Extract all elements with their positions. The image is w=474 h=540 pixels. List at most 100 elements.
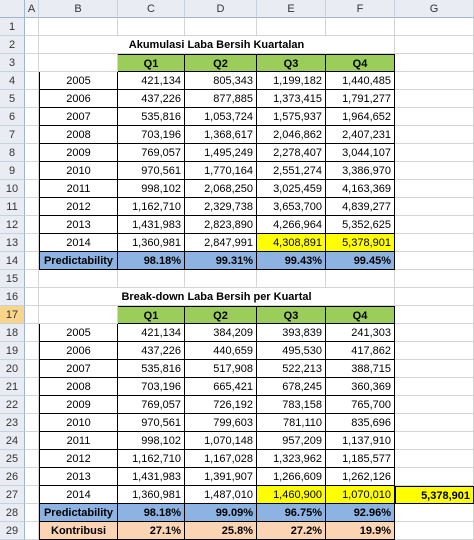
table2-kontribusi-q4[interactable]: 19.9% xyxy=(326,522,395,540)
table2-cell-d20[interactable]: 517,908 xyxy=(185,360,257,378)
cell-g26[interactable] xyxy=(395,468,474,486)
cell-g16[interactable] xyxy=(395,288,474,306)
table1-cell-f9[interactable]: 3,386,970 xyxy=(326,162,395,180)
table2-cell-f21[interactable]: 360,369 xyxy=(326,378,395,396)
row-header-24[interactable]: 24 xyxy=(0,432,25,450)
cell-c15[interactable] xyxy=(118,270,185,288)
table2-cell-e24[interactable]: 957,209 xyxy=(257,432,326,450)
table1-cell-f10[interactable]: 4,163,369 xyxy=(326,180,395,198)
cell-a27[interactable] xyxy=(25,486,39,504)
table1-cell-b13[interactable]: 2014 xyxy=(39,234,118,252)
table2-cell-d27[interactable]: 1,487,010 xyxy=(185,486,257,504)
row-header-2[interactable]: 2 xyxy=(0,36,25,54)
table1-cell-d12[interactable]: 2,823,890 xyxy=(185,216,257,234)
table1-predictability-q2[interactable]: 99.31% xyxy=(185,252,257,270)
table2-cell-b22[interactable]: 2009 xyxy=(39,396,118,414)
table1-cell-b9[interactable]: 2010 xyxy=(39,162,118,180)
table2-cell-c19[interactable]: 437,226 xyxy=(118,342,185,360)
cell-a28[interactable] xyxy=(25,504,39,522)
cell-g22[interactable] xyxy=(395,396,474,414)
table2-cell-e20[interactable]: 522,213 xyxy=(257,360,326,378)
row-header-10[interactable]: 10 xyxy=(0,180,25,198)
cell-c1[interactable] xyxy=(118,18,185,36)
column-header-f[interactable]: F xyxy=(326,0,395,18)
table2-cell-c20[interactable]: 535,816 xyxy=(118,360,185,378)
cell-a7[interactable] xyxy=(25,126,39,144)
table2-header-q3[interactable]: Q3 xyxy=(257,306,326,324)
table1-cell-b5[interactable]: 2006 xyxy=(39,90,118,108)
cell-a20[interactable] xyxy=(25,360,39,378)
table1-cell-c7[interactable]: 703,196 xyxy=(118,126,185,144)
table2-cell-f23[interactable]: 835,696 xyxy=(326,414,395,432)
table1-cell-b8[interactable]: 2009 xyxy=(39,144,118,162)
table2-predictability-q1[interactable]: 98.18% xyxy=(118,504,185,522)
cell-b15[interactable] xyxy=(39,270,118,288)
cell-b3[interactable] xyxy=(39,54,118,72)
table2-header-q1[interactable]: Q1 xyxy=(118,306,185,324)
table1-cell-e7[interactable]: 2,046,862 xyxy=(257,126,326,144)
table1-cell-f12[interactable]: 5,352,625 xyxy=(326,216,395,234)
table1-cell-d6[interactable]: 1,053,724 xyxy=(185,108,257,126)
cell-a24[interactable] xyxy=(25,432,39,450)
cell-a14[interactable] xyxy=(25,252,39,270)
table2-cell-c27[interactable]: 1,360,981 xyxy=(118,486,185,504)
row-header-23[interactable]: 23 xyxy=(0,414,25,432)
table1-cell-c8[interactable]: 769,057 xyxy=(118,144,185,162)
column-header-g[interactable]: G xyxy=(395,0,474,18)
cell-g2[interactable] xyxy=(395,36,474,54)
cell-g7[interactable] xyxy=(395,126,474,144)
cell-g12[interactable] xyxy=(395,216,474,234)
cell-a12[interactable] xyxy=(25,216,39,234)
table2-cell-b24[interactable]: 2011 xyxy=(39,432,118,450)
cell-d15[interactable] xyxy=(185,270,257,288)
cell-g18[interactable] xyxy=(395,324,474,342)
table1-cell-c6[interactable]: 535,816 xyxy=(118,108,185,126)
table2-cell-f24[interactable]: 1,137,910 xyxy=(326,432,395,450)
table1-cell-e13[interactable]: 4,308,891 xyxy=(257,234,326,252)
table1-cell-b4[interactable]: 2005 xyxy=(39,72,118,90)
table2-header-q4[interactable]: Q4 xyxy=(326,306,395,324)
cell-e1[interactable] xyxy=(257,18,326,36)
table2-kontribusi-q3[interactable]: 27.2% xyxy=(257,522,326,540)
table1-cell-d9[interactable]: 1,770,164 xyxy=(185,162,257,180)
cell-g17[interactable] xyxy=(395,306,474,324)
table2-cell-b19[interactable]: 2006 xyxy=(39,342,118,360)
table1-cell-c5[interactable]: 437,226 xyxy=(118,90,185,108)
table2-cell-b18[interactable]: 2005 xyxy=(39,324,118,342)
table1-cell-f7[interactable]: 2,407,231 xyxy=(326,126,395,144)
table2-cell-d22[interactable]: 726,192 xyxy=(185,396,257,414)
table2-cell-b21[interactable]: 2008 xyxy=(39,378,118,396)
cell-g5[interactable] xyxy=(395,90,474,108)
row-header-25[interactable]: 25 xyxy=(0,450,25,468)
cell-a19[interactable] xyxy=(25,342,39,360)
row-header-3[interactable]: 3 xyxy=(0,54,25,72)
table1-cell-f11[interactable]: 4,839,277 xyxy=(326,198,395,216)
cell-a18[interactable] xyxy=(25,324,39,342)
table2-cell-f25[interactable]: 1,185,577 xyxy=(326,450,395,468)
table2-cell-d18[interactable]: 384,209 xyxy=(185,324,257,342)
table1-cell-e5[interactable]: 1,373,415 xyxy=(257,90,326,108)
cell-a25[interactable] xyxy=(25,450,39,468)
table2-kontribusi-q1[interactable]: 27.1% xyxy=(118,522,185,540)
table2-cell-f27[interactable]: 1,070,010 xyxy=(326,486,395,504)
table1-predictability-q3[interactable]: 99.43% xyxy=(257,252,326,270)
table2-predictability-q4[interactable]: 92.96% xyxy=(326,504,395,522)
cell-a16[interactable] xyxy=(25,288,39,306)
table1-title[interactable]: Akumulasi Laba Bersih Kuartalan xyxy=(39,36,395,54)
table1-predictability-q4[interactable]: 99.45% xyxy=(326,252,395,270)
cell-a6[interactable] xyxy=(25,108,39,126)
cell-a8[interactable] xyxy=(25,144,39,162)
row-header-18[interactable]: 18 xyxy=(0,324,25,342)
table1-cell-c13[interactable]: 1,360,981 xyxy=(118,234,185,252)
cell-g19[interactable] xyxy=(395,342,474,360)
column-header-b[interactable]: B xyxy=(39,0,118,18)
table2-cell-f26[interactable]: 1,262,126 xyxy=(326,468,395,486)
table2-title[interactable]: Break-down Laba Bersih per Kuartal xyxy=(39,288,395,306)
table1-cell-f5[interactable]: 1,791,277 xyxy=(326,90,395,108)
cell-a22[interactable] xyxy=(25,396,39,414)
table1-cell-c11[interactable]: 1,162,710 xyxy=(118,198,185,216)
table2-cell-e27[interactable]: 1,460,900 xyxy=(257,486,326,504)
table2-predictability-q3[interactable]: 96.75% xyxy=(257,504,326,522)
table1-cell-e12[interactable]: 4,266,964 xyxy=(257,216,326,234)
row-header-7[interactable]: 7 xyxy=(0,126,25,144)
